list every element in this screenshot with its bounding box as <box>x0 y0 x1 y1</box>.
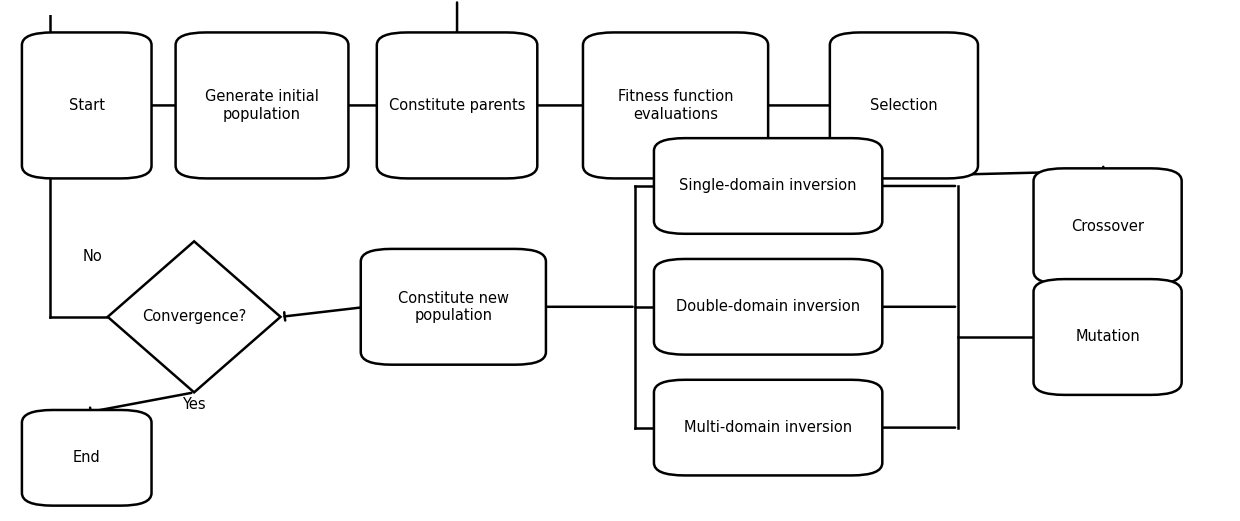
Text: Single-domain inversion: Single-domain inversion <box>680 179 857 193</box>
Text: Mutation: Mutation <box>1075 329 1140 344</box>
FancyBboxPatch shape <box>1033 279 1182 395</box>
FancyBboxPatch shape <box>22 32 151 178</box>
Polygon shape <box>108 241 280 392</box>
FancyBboxPatch shape <box>653 259 883 355</box>
Text: End: End <box>73 450 100 465</box>
Text: Crossover: Crossover <box>1071 219 1145 234</box>
FancyBboxPatch shape <box>22 410 151 506</box>
FancyBboxPatch shape <box>377 32 537 178</box>
Text: Convergence?: Convergence? <box>143 309 247 325</box>
Text: Fitness function
evaluations: Fitness function evaluations <box>618 89 733 121</box>
Text: Start: Start <box>68 98 104 113</box>
Text: No: No <box>83 249 103 264</box>
FancyBboxPatch shape <box>1033 168 1182 284</box>
FancyBboxPatch shape <box>653 380 883 476</box>
Text: Constitute new
population: Constitute new population <box>398 291 508 323</box>
Text: Multi-domain inversion: Multi-domain inversion <box>684 420 852 435</box>
Text: Double-domain inversion: Double-domain inversion <box>676 299 861 314</box>
FancyBboxPatch shape <box>830 32 978 178</box>
Text: Yes: Yes <box>182 398 206 413</box>
Text: Selection: Selection <box>870 98 937 113</box>
FancyBboxPatch shape <box>176 32 348 178</box>
FancyBboxPatch shape <box>653 138 883 234</box>
Text: Generate initial
population: Generate initial population <box>205 89 319 121</box>
FancyBboxPatch shape <box>583 32 768 178</box>
FancyBboxPatch shape <box>361 249 546 365</box>
Text: Constitute parents: Constitute parents <box>389 98 526 113</box>
